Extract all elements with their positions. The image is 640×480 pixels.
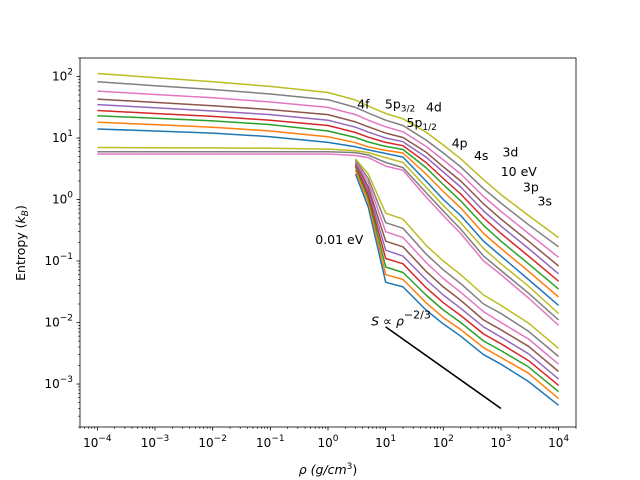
series-line-3: [354, 164, 560, 386]
x-tick-label: 10−3: [141, 434, 170, 450]
annotation-10ev: 10 eV: [501, 164, 538, 179]
series-line-1: [354, 169, 560, 400]
annotation-4f: 4f: [357, 97, 370, 112]
series-line-4: [354, 163, 560, 380]
x-tick-label: 102: [433, 434, 454, 450]
annotation-4s: 4s: [474, 148, 488, 163]
series-line-9: [97, 153, 560, 326]
series-line-8: [354, 158, 560, 349]
series-line-19: [97, 81, 560, 248]
annotation-3s: 3s: [538, 193, 552, 208]
series-line-11: [97, 146, 560, 315]
series-line-13: [97, 121, 560, 298]
x-tick-label: 101: [375, 434, 396, 450]
annotation-5p32: 5p3/2: [385, 97, 415, 115]
series-line-5: [354, 162, 560, 373]
series-line-2: [354, 166, 560, 393]
annotation-3p: 3p: [523, 179, 539, 194]
x-tick-label: 10−1: [256, 434, 285, 450]
y-tick-label: 101: [52, 129, 73, 145]
axes-frame: [79, 57, 577, 428]
x-tick-label: 100: [317, 434, 338, 450]
annotation-4d: 4d: [426, 99, 442, 114]
y-axis-label: Entropy (kB): [13, 205, 31, 281]
y-tick-label: 10−2: [44, 314, 73, 330]
series-line-12: [97, 128, 560, 306]
x-tick-label: 103: [490, 434, 511, 450]
series-line-14: [97, 115, 560, 290]
x-tick-label: 10−4: [83, 434, 112, 450]
series-line-0: [354, 173, 560, 406]
series-line-17: [97, 98, 560, 267]
series-line-16: [97, 103, 560, 275]
y-tick-label: 100: [52, 191, 73, 207]
annotation-3d: 3d: [502, 145, 518, 160]
series-line-10: [97, 150, 560, 321]
x-axis-label: ρ (g/cm3): [299, 462, 358, 477]
y-tick-label: 102: [52, 68, 73, 84]
y-tick-label: 10−1: [44, 252, 73, 268]
annotation-4p: 4p: [452, 136, 468, 151]
x-tick-label: 104: [548, 434, 569, 450]
annotation-5p12: 5p1/2: [407, 115, 437, 133]
series-layer: [97, 72, 560, 406]
series-line-15: [97, 109, 560, 282]
slope-reference-line: [385, 326, 502, 410]
series-line-20: [97, 72, 560, 239]
y-tick-label: 10−3: [44, 375, 73, 391]
series-line-6: [354, 160, 560, 365]
series-line-7: [354, 159, 560, 358]
series-line-18: [97, 90, 560, 258]
annotation-001ev: 0.01 eV: [315, 232, 363, 247]
slope-label: S ∝ ρ−2/3: [371, 309, 431, 329]
x-tick-label: 10−2: [198, 434, 227, 450]
